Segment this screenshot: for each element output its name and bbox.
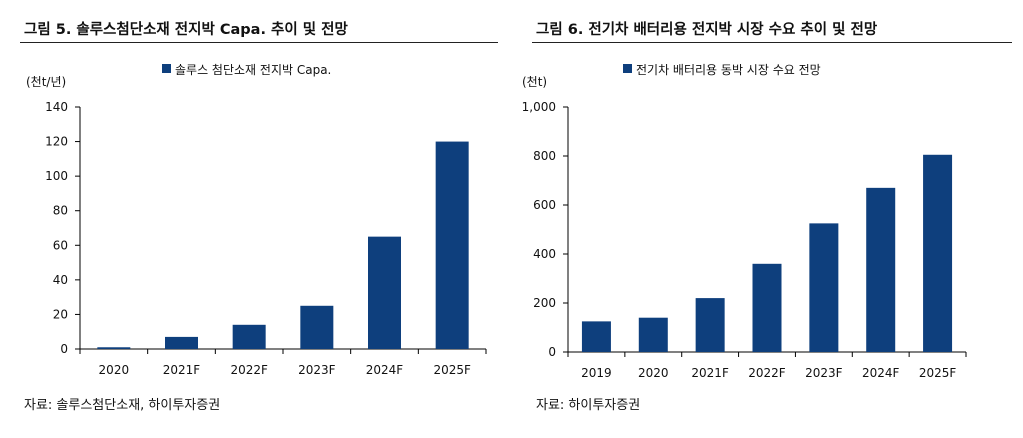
y-tick-label: 800 <box>533 149 556 163</box>
bar <box>638 317 668 352</box>
title-underline <box>20 42 498 43</box>
y-tick-label: 400 <box>533 247 556 261</box>
bar <box>752 263 782 352</box>
x-tick-label: 2024F <box>862 366 900 380</box>
figure-title: 그림 5. 솔루스첨단소재 전지박 Capa. 추이 및 전망 <box>24 22 348 38</box>
x-tick-label: 2023F <box>298 363 336 377</box>
bar <box>923 154 953 352</box>
figure-5-bar-chart: (천t/년) 솔루스 첨단소재 전지박 Capa. 0 20 40 60 80 100 120 1… <box>26 63 487 377</box>
y-tick-label: 0 <box>548 345 556 359</box>
x-tick-label: 2021F <box>163 363 201 377</box>
bar <box>581 321 611 352</box>
x-tick-label: 2025F <box>919 366 957 380</box>
y-tick-label: 40 <box>53 273 68 287</box>
bar <box>165 336 198 349</box>
y-tick-label: 200 <box>533 296 556 310</box>
bar <box>232 324 266 349</box>
x-tick-label: 2020 <box>638 366 669 380</box>
x-tick-label: 2021F <box>691 366 729 380</box>
figure-5-panel: 그림 5. 솔루스첨단소재 전지박 Capa. 추이 및 전망 (천t/년) 솔루… <box>0 0 500 438</box>
y-axis-unit-label: (천t) <box>522 74 547 89</box>
x-tick-label: 2023F <box>805 366 843 380</box>
figure-source: 자료: 솔루스첨단소재, 하이투자증권 <box>24 398 221 413</box>
x-tick-label: 2024F <box>366 363 404 377</box>
figure-6-bar-chart: (천t) 전기차 배터리용 동박 시장 수요 전망 0 200 400 600 800 1,0… <box>522 63 967 380</box>
bar <box>435 141 469 349</box>
bar <box>866 187 896 352</box>
legend-label: 전기차 배터리용 동박 시장 수요 전망 <box>636 63 821 77</box>
y-axis-unit-label: (천t/년) <box>26 74 66 89</box>
bar <box>300 305 334 349</box>
x-tick-label: 2019 <box>581 366 612 380</box>
figure-title: 그림 6. 전기차 배터리용 전지박 시장 수요 추이 및 전망 <box>536 22 878 38</box>
bar <box>809 223 839 352</box>
y-tick-label: 20 <box>53 307 68 321</box>
y-tick-label: 0 <box>60 342 68 356</box>
y-tick-label: 1,000 <box>522 100 556 114</box>
bar <box>695 298 725 352</box>
y-tick-label: 60 <box>53 238 68 252</box>
x-tick-label: 2022F <box>748 366 786 380</box>
x-tick-label: 2025F <box>433 363 471 377</box>
y-tick-label: 100 <box>45 169 68 183</box>
legend-swatch <box>623 64 632 73</box>
x-tick-label: 2022F <box>230 363 268 377</box>
y-tick-label: 600 <box>533 198 556 212</box>
legend-label: 솔루스 첨단소재 전지박 Capa. <box>175 63 331 77</box>
bar <box>97 347 131 349</box>
figure-source: 자료: 하이투자증권 <box>536 398 641 413</box>
bar <box>368 236 401 349</box>
x-tick-label: 2020 <box>99 363 130 377</box>
y-tick-label: 120 <box>45 135 68 149</box>
y-tick-label: 80 <box>53 204 68 218</box>
y-tick-label: 140 <box>45 100 68 114</box>
figure-6-panel: 그림 6. 전기차 배터리용 전지박 시장 수요 추이 및 전망 (천t) 전기차… <box>512 0 1023 438</box>
legend-swatch <box>162 64 171 73</box>
title-underline <box>532 42 1012 43</box>
